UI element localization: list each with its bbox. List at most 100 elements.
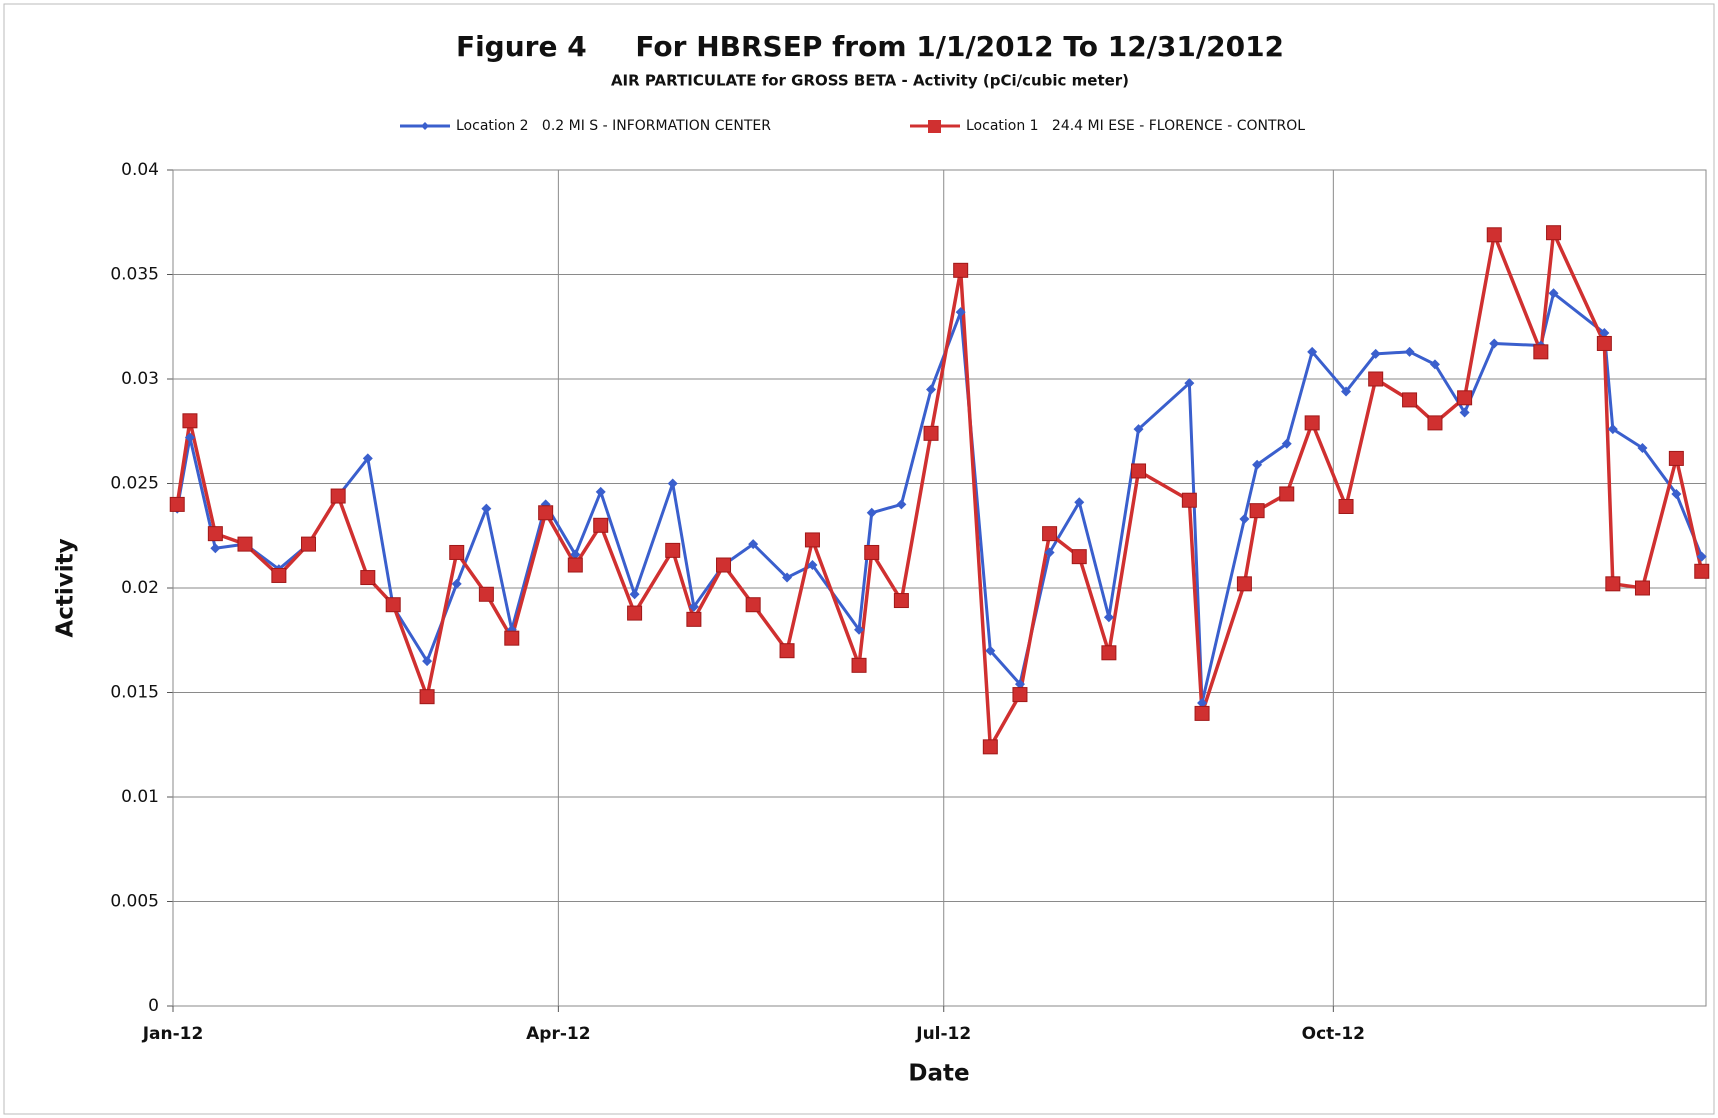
marker (1607, 424, 1618, 435)
chart-title: Figure 4 For HBRSEP from 1/1/2012 To 12/… (456, 30, 1284, 63)
marker (593, 517, 609, 533)
marker (866, 507, 877, 518)
legend-marker (421, 122, 429, 130)
marker (1459, 407, 1470, 418)
marker (419, 689, 435, 705)
marker (1074, 497, 1085, 508)
y-tick-label: 0 (148, 996, 159, 1016)
marker (184, 432, 195, 443)
legend-label: Location 2 0.2 MI S - INFORMATION CENTER (456, 118, 771, 134)
marker (1457, 390, 1473, 406)
marker (1668, 450, 1684, 466)
marker (1694, 563, 1710, 579)
marker (1637, 442, 1648, 453)
x-axis-label: Date (908, 1061, 969, 1087)
marker (985, 645, 996, 656)
marker (851, 657, 867, 673)
marker (1044, 547, 1055, 558)
marker (1696, 551, 1707, 562)
marker (982, 739, 998, 755)
marker (504, 630, 520, 646)
marker (1014, 679, 1025, 690)
marker (955, 307, 966, 318)
marker (923, 425, 939, 441)
y-tick-label: 0.01 (121, 787, 159, 807)
marker (567, 557, 583, 573)
marker (451, 578, 462, 589)
marker (362, 453, 373, 464)
marker (716, 557, 732, 573)
marker (1252, 459, 1263, 470)
marker (748, 539, 759, 550)
marker (1197, 697, 1208, 708)
marker (1281, 438, 1292, 449)
marker (1194, 705, 1210, 721)
marker (1279, 486, 1295, 502)
y-tick-label: 0.03 (121, 369, 159, 389)
marker (481, 503, 492, 514)
marker (1103, 612, 1114, 623)
marker (478, 586, 494, 602)
marker (271, 567, 287, 583)
marker (1370, 348, 1381, 359)
marker (896, 499, 907, 510)
marker (667, 478, 678, 489)
marker (449, 544, 465, 560)
marker (1341, 386, 1352, 397)
marker (1131, 463, 1147, 479)
marker (1042, 526, 1058, 542)
x-tick-label: Apr-12 (526, 1024, 590, 1044)
marker (1402, 392, 1418, 408)
marker (1429, 359, 1440, 370)
marker (1533, 344, 1549, 360)
y-tick-label: 0.035 (110, 265, 159, 285)
marker (237, 536, 253, 552)
marker (1486, 227, 1502, 243)
marker (1012, 687, 1028, 703)
marker (570, 549, 581, 560)
marker (893, 593, 909, 609)
marker (1071, 549, 1087, 565)
marker (804, 532, 820, 548)
marker (688, 601, 699, 612)
marker (1368, 371, 1384, 387)
y-axis-label: Activity (53, 538, 79, 637)
legend-marker (928, 120, 941, 133)
marker (953, 262, 969, 278)
marker (169, 496, 185, 512)
marker (1546, 225, 1562, 241)
marker (1338, 498, 1354, 514)
marker (864, 544, 880, 560)
marker (360, 570, 376, 586)
marker (1307, 346, 1318, 357)
marker (1548, 288, 1559, 299)
marker (1236, 576, 1252, 592)
marker (1133, 424, 1144, 435)
marker (207, 526, 223, 542)
marker (1239, 514, 1250, 525)
marker (627, 605, 643, 621)
marker (385, 597, 401, 613)
marker (1184, 378, 1195, 389)
marker (1596, 335, 1612, 351)
marker (1489, 338, 1500, 349)
marker (1599, 328, 1610, 339)
y-tick-label: 0.015 (110, 683, 159, 703)
marker (686, 611, 702, 627)
marker (854, 624, 865, 635)
marker (665, 542, 681, 558)
legend-label: Location 1 24.4 MI ESE - FLORENCE - CONT… (966, 118, 1305, 134)
marker (779, 643, 795, 659)
marker (330, 488, 346, 504)
marker (1427, 415, 1443, 431)
marker (629, 589, 640, 600)
marker (1101, 645, 1117, 661)
x-tick-label: Jan-12 (142, 1024, 204, 1044)
marker (1671, 488, 1682, 499)
y-tick-label: 0.025 (110, 474, 159, 494)
marker (1634, 580, 1650, 596)
marker (422, 656, 433, 667)
marker (210, 543, 221, 554)
marker (745, 597, 761, 613)
